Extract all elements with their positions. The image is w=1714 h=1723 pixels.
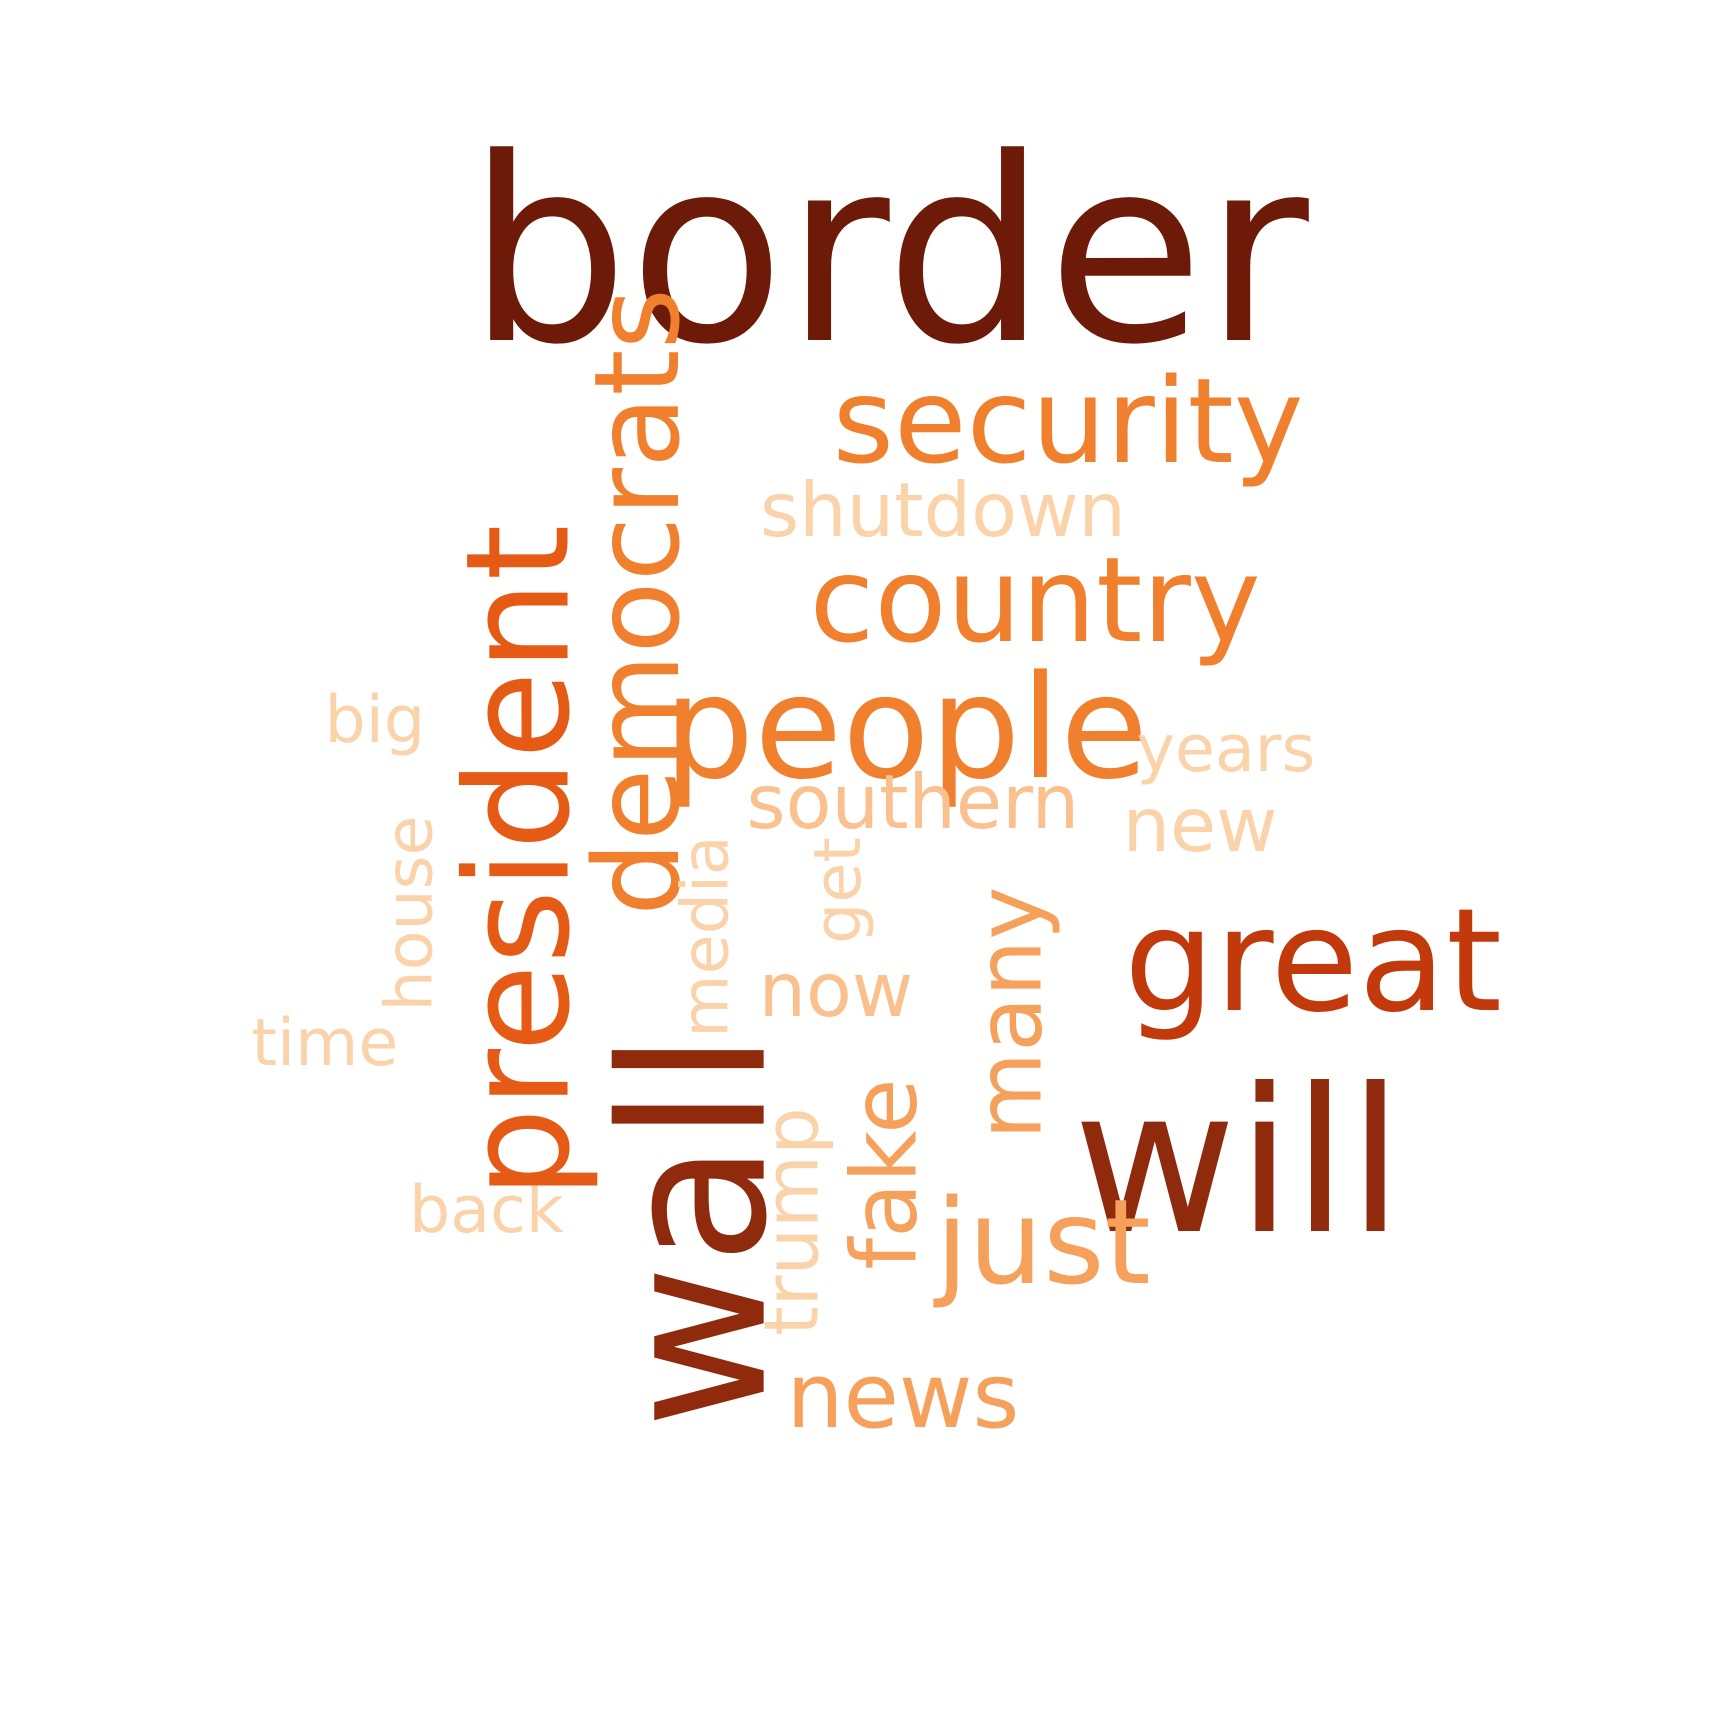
word-southern: southern <box>746 757 1080 846</box>
word-shutdown: shutdown <box>760 465 1126 554</box>
word-house: house <box>372 814 448 1012</box>
word-news: news <box>786 1344 1020 1449</box>
word-country: country <box>809 531 1261 669</box>
word-president: president <box>434 523 602 1199</box>
word-people: people <box>663 643 1149 811</box>
word-great: great <box>1124 876 1503 1044</box>
word-get: get <box>800 836 876 944</box>
word-big: big <box>324 682 426 758</box>
word-security: security <box>832 352 1304 490</box>
word-years: years <box>1136 711 1316 787</box>
word-time: time <box>251 1005 399 1081</box>
word-media: media <box>668 834 744 1038</box>
word-border: border <box>467 103 1309 401</box>
word-back: back <box>409 1172 564 1248</box>
word-will: will <box>1073 1046 1404 1279</box>
word-fake: fake <box>832 1078 938 1270</box>
word-new: new <box>1122 780 1278 869</box>
word-trump: trump <box>747 1106 836 1336</box>
word-many: many <box>957 886 1063 1140</box>
word-just: just <box>935 1173 1151 1311</box>
word-now: now <box>758 945 914 1034</box>
